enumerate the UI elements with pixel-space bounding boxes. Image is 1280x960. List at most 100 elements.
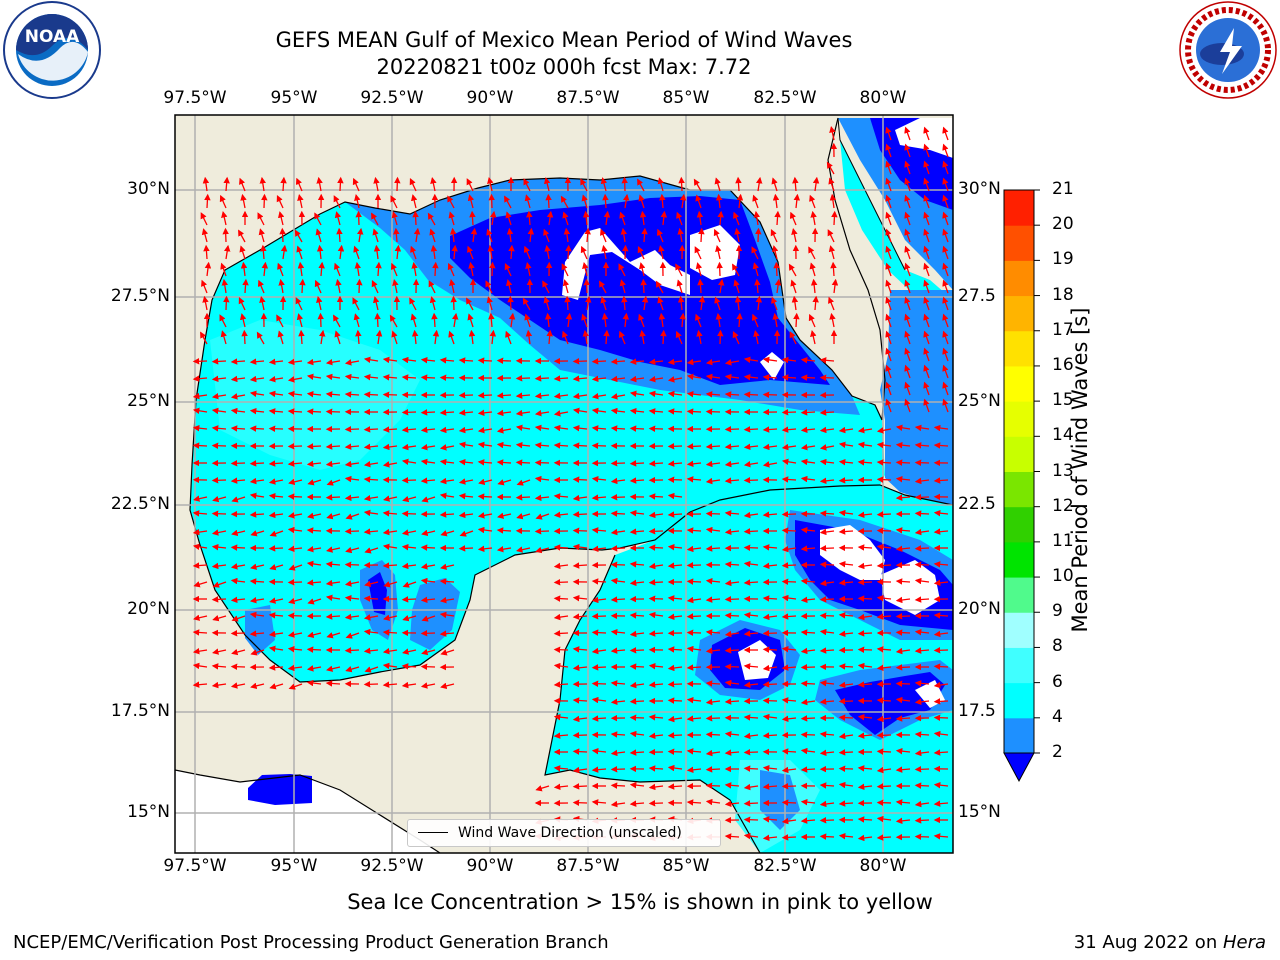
wave-direction-arrow <box>914 494 930 501</box>
wave-direction-arrow <box>724 477 740 484</box>
wave-direction-arrow <box>629 714 645 721</box>
wave-direction-arrow <box>336 227 343 243</box>
wave-direction-arrow <box>895 629 911 636</box>
wave-direction-arrow <box>705 731 721 738</box>
wave-direction-arrow <box>781 817 797 825</box>
wave-direction-arrow <box>371 212 379 226</box>
wave-direction-arrow <box>781 458 797 466</box>
wave-direction-arrow <box>793 312 800 328</box>
wave-direction-arrow <box>895 766 911 773</box>
wave-direction-arrow <box>610 510 626 517</box>
wave-direction-arrow <box>714 296 721 311</box>
wave-direction-arrow <box>221 278 229 294</box>
wave-direction-arrow <box>629 681 645 689</box>
wave-direction-arrow <box>667 562 683 569</box>
wave-direction-arrow <box>629 781 645 789</box>
lat-label-right: 27.5 <box>958 286 996 306</box>
wave-direction-arrow <box>546 329 553 345</box>
wave-direction-arrow <box>885 330 892 345</box>
wave-direction-arrow <box>401 562 417 570</box>
wave-direction-arrow <box>546 210 554 226</box>
wave-direction-arrow <box>211 442 227 449</box>
wave-direction-arrow <box>298 329 305 345</box>
wave-direction-arrow <box>306 545 322 553</box>
wave-direction-arrow <box>372 228 379 243</box>
wave-direction-arrow <box>230 358 246 365</box>
lat-label-right: 25°N <box>958 391 1001 411</box>
wave-direction-arrow <box>705 596 721 603</box>
wave-direction-arrow <box>240 193 247 209</box>
wave-direction-arrow <box>383 495 398 502</box>
wave-direction-arrow <box>515 494 531 501</box>
pacific-field <box>248 774 312 805</box>
wave-direction-arrow <box>762 356 778 364</box>
wave-direction-arrow <box>638 194 645 209</box>
wave-direction-arrow <box>819 612 835 619</box>
wave-direction-arrow <box>553 681 569 688</box>
wave-direction-arrow <box>297 261 305 277</box>
wave-direction-arrow <box>382 528 398 536</box>
wave-direction-arrow <box>382 629 398 636</box>
wave-direction-arrow <box>923 347 930 362</box>
wave-direction-arrow <box>382 662 398 670</box>
wave-direction-arrow <box>276 314 284 328</box>
wave-direction-arrow <box>781 766 797 774</box>
wave-direction-arrow <box>678 176 685 192</box>
noaa-logo: NOAA <box>3 1 101 99</box>
wave-direction-arrow <box>440 563 455 570</box>
wave-direction-arrow <box>582 329 590 345</box>
wave-direction-arrow <box>781 443 797 451</box>
wave-direction-arrow <box>696 210 704 226</box>
wave-direction-arrow <box>885 364 892 379</box>
wave-direction-arrow <box>496 357 512 364</box>
wave-direction-arrow <box>914 800 930 808</box>
wave-direction-arrow <box>828 245 836 260</box>
colorbar-band <box>1004 717 1034 754</box>
wave-direction-arrow <box>629 749 645 756</box>
wave-direction-arrow <box>667 511 683 518</box>
wave-direction-arrow <box>344 528 360 535</box>
wave-direction-arrow <box>219 314 227 328</box>
wave-direction-arrow <box>223 244 231 260</box>
wave-direction-arrow <box>772 312 779 328</box>
wave-direction-arrow <box>762 783 778 790</box>
wave-direction-arrow <box>401 543 417 551</box>
wave-direction-arrow <box>562 330 569 345</box>
wave-direction-arrow <box>516 546 531 553</box>
wave-direction-arrow <box>838 579 854 586</box>
wave-direction-arrow <box>268 390 284 398</box>
wave-direction-arrow <box>401 409 417 416</box>
wave-direction-arrow <box>942 279 949 294</box>
wave-direction-arrow <box>904 347 911 362</box>
wave-direction-arrow <box>904 160 911 175</box>
lat-label-left: 15°N <box>127 802 170 822</box>
wave-direction-arrow <box>819 477 835 485</box>
wave-direction-arrow <box>420 426 436 434</box>
wave-direction-arrow <box>781 664 797 671</box>
wave-direction-arrow <box>306 679 322 687</box>
colorbar-band <box>1004 471 1034 508</box>
wave-direction-arrow <box>736 312 743 328</box>
wave-direction-arrow <box>942 296 949 311</box>
wave-direction-arrow <box>705 443 721 450</box>
wave-direction-arrow <box>876 427 892 434</box>
wave-direction-arrow <box>258 228 265 243</box>
wave-direction-arrow <box>278 278 285 294</box>
wave-direction-arrow <box>591 799 607 806</box>
wave-direction-arrow <box>316 176 323 192</box>
wave-direction-arrow <box>591 392 607 400</box>
wave-direction-arrow <box>192 629 208 636</box>
wave-direction-arrow <box>420 682 436 689</box>
wave-direction-arrow <box>800 766 816 773</box>
wave-direction-arrow <box>610 628 626 636</box>
wave-direction-arrow <box>402 495 417 503</box>
wave-direction-arrow <box>439 444 455 451</box>
wave-direction-arrow <box>333 195 341 209</box>
wave-direction-arrow <box>534 475 550 483</box>
wave-direction-arrow <box>895 680 911 687</box>
wave-direction-arrow <box>705 715 721 722</box>
wave-direction-arrow <box>743 732 759 740</box>
wave-direction-arrow <box>752 194 759 209</box>
wave-direction-arrow <box>451 312 459 328</box>
wave-direction-arrow <box>819 561 835 568</box>
